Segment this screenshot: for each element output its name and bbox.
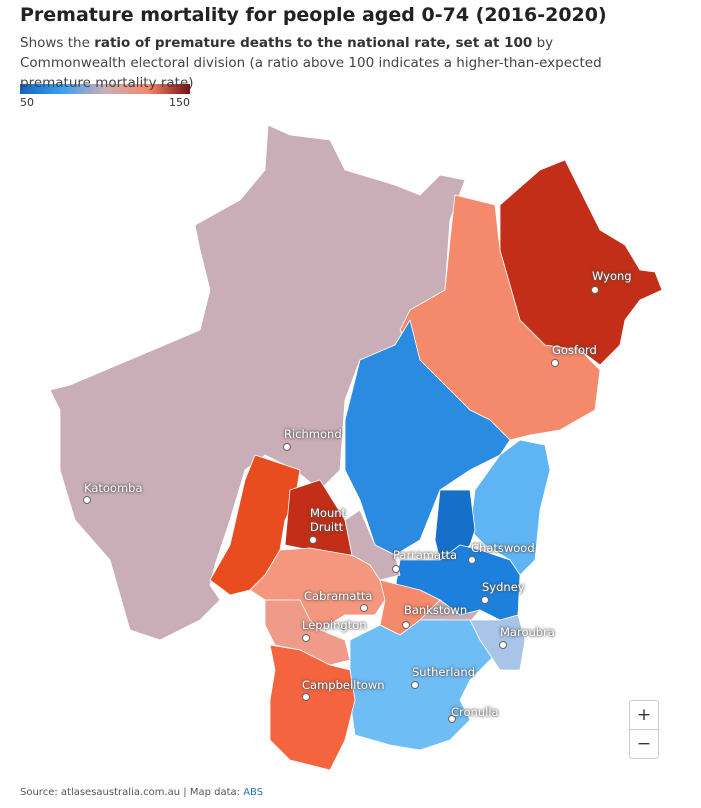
place-label: Sutherland [412,665,476,679]
region [269,644,356,771]
place-label: Sydney [482,580,525,594]
legend-min: 50 [20,96,34,109]
place-dot [448,715,456,723]
place-dot [551,359,559,367]
place-dot [499,641,507,649]
place-label: Chatswood [471,541,535,555]
place-dot [402,621,410,629]
place-label: Richmond [284,427,342,441]
place-dot [302,693,310,701]
zoom-out[interactable]: − [630,729,658,758]
place-dot [468,556,476,564]
region [469,614,526,671]
source: Source: atlasesaustralia.com.au | Map da… [20,787,244,798]
place-dot [283,443,291,451]
place-label: Maroubra [500,625,555,639]
place-label: Cabramatta [304,589,373,603]
regions [49,124,663,771]
subtitle: Shows the ratio of premature deaths to t… [20,33,660,93]
footer: Source: atlasesaustralia.com.au | Map da… [20,787,263,798]
subtitle-bold: ratio of premature deaths to the nationa… [94,35,533,51]
place-dot [481,596,489,604]
place-label: Bankstown [404,603,468,617]
region [499,159,663,366]
source-link[interactable]: ABS [243,787,264,798]
place-dot [392,565,400,573]
zoom-in[interactable]: + [636,705,652,725]
place-dot [302,634,310,642]
place-label: Cronulla [451,705,499,719]
region [344,509,401,581]
place-dot [591,286,599,294]
place-label: Leppington [302,618,367,632]
place-label: Campbelltown [302,678,385,692]
title: Premature mortality for people aged 0-74… [20,4,607,26]
region [344,319,511,556]
place-dot [83,496,91,504]
place-label: Wyong [592,269,632,283]
place-dot [411,681,419,689]
subtitle-text: Shows the [20,35,95,51]
legend-bar [20,84,190,94]
subtitle-text: by Commonwealth electoral division (a ra… [20,35,602,91]
place-label: Katoomba [84,481,143,495]
zoom-control: + − [629,700,659,759]
legend-max: 150 [169,96,190,109]
region [349,619,501,751]
region [49,124,466,641]
place-label: Gosford [552,343,597,357]
place-dot [309,536,317,544]
place-label: Parramatta [393,548,458,562]
place-dot [360,604,368,612]
place-label: Mount Druitt [310,506,347,534]
